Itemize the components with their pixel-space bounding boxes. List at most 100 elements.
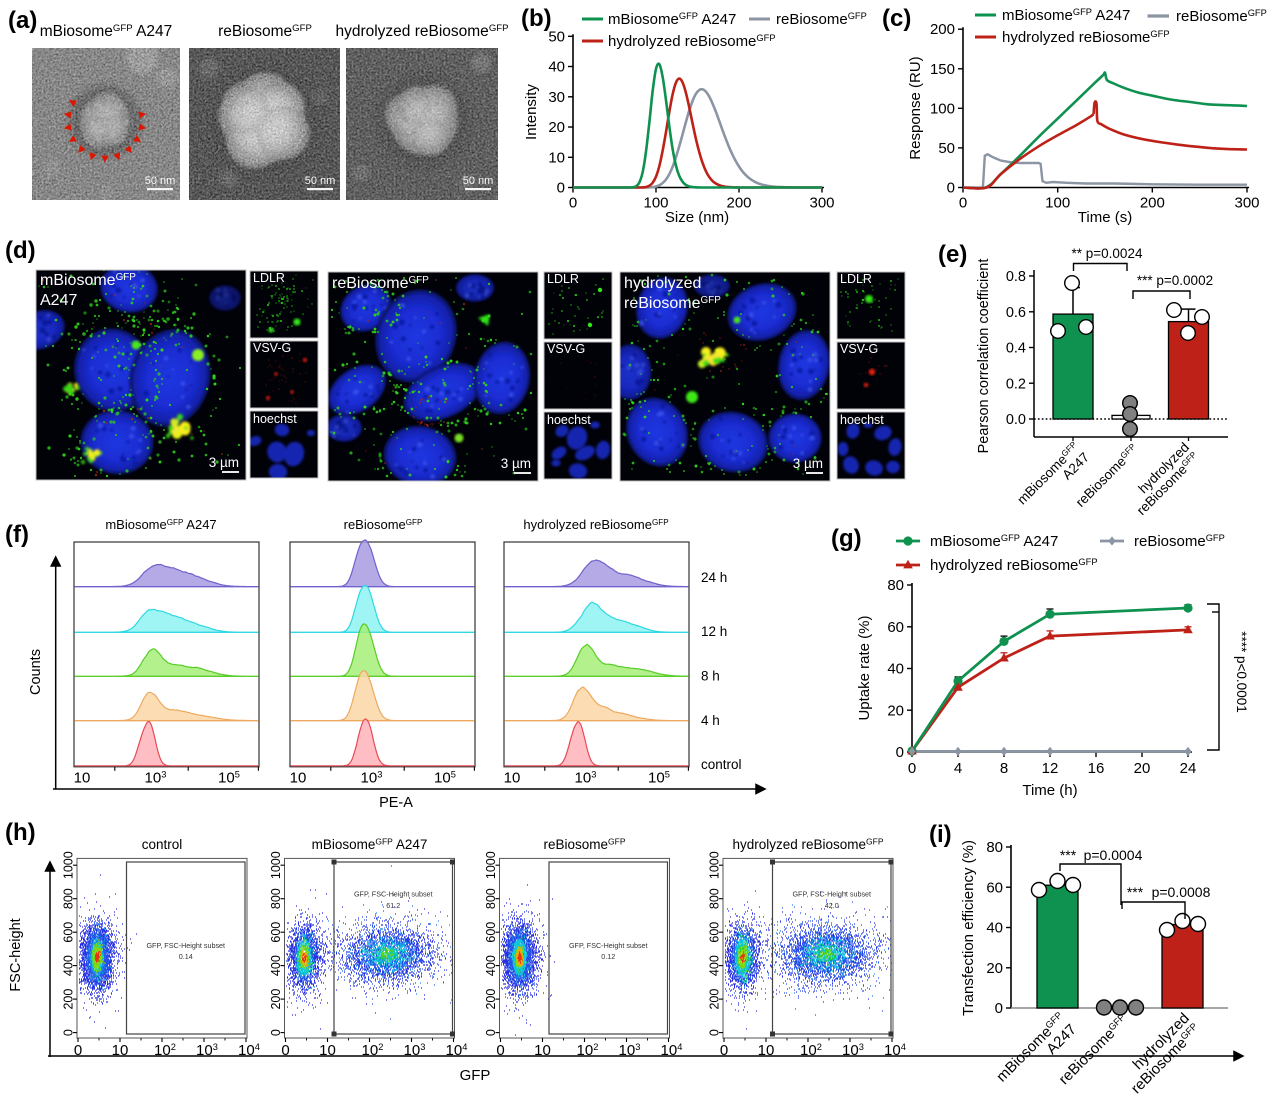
svg-text:reBiosomeGFP: reBiosomeGFP <box>543 837 625 852</box>
svg-text:1000: 1000 <box>269 851 283 879</box>
svg-text:hydrolyzed reBiosomeGFP: hydrolyzed reBiosomeGFP <box>1002 29 1170 46</box>
svg-text:0: 0 <box>74 1042 82 1059</box>
svg-text:0.4: 0.4 <box>1006 341 1026 357</box>
svg-text:hydrolyzed reBiosomeGFP: hydrolyzed reBiosomeGFP <box>335 23 508 40</box>
svg-text:104: 104 <box>238 1042 260 1059</box>
svg-text:103: 103 <box>196 1042 218 1059</box>
svg-text:800: 800 <box>708 888 722 909</box>
svg-text:10: 10 <box>534 1042 551 1059</box>
svg-text:LDLR: LDLR <box>253 271 285 285</box>
svg-text:1000: 1000 <box>62 851 76 879</box>
svg-text:10: 10 <box>290 769 307 786</box>
svg-text:(d): (d) <box>5 237 36 264</box>
svg-text:20: 20 <box>986 960 1003 977</box>
svg-text:0: 0 <box>281 1042 289 1059</box>
svg-text:0.12: 0.12 <box>601 952 615 961</box>
svg-text:0: 0 <box>269 1029 283 1036</box>
svg-text:0: 0 <box>947 180 955 197</box>
svg-text:VSV-G: VSV-G <box>253 341 291 355</box>
svg-text:3 µm: 3 µm <box>793 456 823 471</box>
svg-text:0.6: 0.6 <box>1006 305 1026 321</box>
svg-text:40: 40 <box>887 661 904 678</box>
svg-text:400: 400 <box>708 955 722 976</box>
svg-text:***: *** <box>1127 884 1144 900</box>
svg-text:50 nm: 50 nm <box>463 175 494 187</box>
svg-text:hoechst: hoechst <box>840 413 884 427</box>
svg-text:(f): (f) <box>5 521 29 548</box>
svg-text:p=0.0004: p=0.0004 <box>1084 847 1143 863</box>
svg-text:10: 10 <box>504 769 521 786</box>
svg-text:A247: A247 <box>40 292 77 309</box>
svg-text:VSV-G: VSV-G <box>547 342 585 356</box>
svg-text:Counts: Counts <box>28 649 44 695</box>
svg-text:12 h: 12 h <box>701 624 727 639</box>
svg-text:reBiosomeGFP: reBiosomeGFP <box>344 517 423 532</box>
svg-text:105: 105 <box>218 769 240 786</box>
svg-text:0.8: 0.8 <box>1006 269 1026 285</box>
svg-text:reBiosomeGFP: reBiosomeGFP <box>776 11 867 28</box>
svg-text:GFP, FSC-Height subset: GFP, FSC-Height subset <box>354 890 433 899</box>
svg-text:mBiosomeGFP A247: mBiosomeGFP A247 <box>1002 7 1130 24</box>
svg-text:hydrolyzed reBiosomeGFP: hydrolyzed reBiosomeGFP <box>523 517 668 532</box>
svg-text:800: 800 <box>484 888 498 909</box>
svg-text:GFP: GFP <box>460 1067 491 1084</box>
svg-text:hydrolyzed reBiosomeGFP: hydrolyzed reBiosomeGFP <box>732 837 883 852</box>
svg-text:hoechst: hoechst <box>253 412 297 426</box>
svg-text:10: 10 <box>319 1042 336 1059</box>
svg-text:mBiosomeGFP A247: mBiosomeGFP A247 <box>608 11 736 28</box>
svg-text:80: 80 <box>986 839 1003 856</box>
svg-text:102: 102 <box>362 1042 384 1059</box>
svg-text:30: 30 <box>548 89 565 106</box>
svg-text:(a): (a) <box>8 7 37 34</box>
svg-text:104: 104 <box>446 1042 468 1059</box>
svg-text:50: 50 <box>548 28 565 45</box>
svg-text:8: 8 <box>1000 760 1008 777</box>
svg-text:(b): (b) <box>521 5 552 32</box>
svg-text:p=0.0008: p=0.0008 <box>1152 884 1211 900</box>
svg-text:3 µm: 3 µm <box>209 455 239 470</box>
svg-text:61.2: 61.2 <box>386 901 400 910</box>
svg-text:GFP, FSC-Height subset: GFP, FSC-Height subset <box>569 941 648 950</box>
svg-text:200: 200 <box>1140 195 1165 212</box>
svg-text:reBiosomeGFP: reBiosomeGFP <box>624 295 721 312</box>
svg-text:0: 0 <box>496 1042 504 1059</box>
svg-text:100: 100 <box>930 100 955 117</box>
svg-text:**** p<0.0001: **** p<0.0001 <box>1234 631 1249 712</box>
svg-text:0: 0 <box>557 180 565 197</box>
svg-text:800: 800 <box>269 888 283 909</box>
svg-text:200: 200 <box>708 989 722 1010</box>
svg-text:GFP, FSC-Height subset: GFP, FSC-Height subset <box>792 890 871 899</box>
svg-text:GFP, FSC-Height subset: GFP, FSC-Height subset <box>146 941 225 950</box>
svg-text:103: 103 <box>619 1042 641 1059</box>
svg-text:hydrolyzed: hydrolyzed <box>624 275 701 292</box>
svg-text:mBiosomeGFP: mBiosomeGFP <box>40 272 136 289</box>
svg-text:reBiosomeGFP: reBiosomeGFP <box>218 23 312 40</box>
svg-text:400: 400 <box>269 955 283 976</box>
svg-text:600: 600 <box>484 922 498 943</box>
svg-text:Response (RU): Response (RU) <box>907 56 924 159</box>
svg-text:Size (nm): Size (nm) <box>665 209 729 226</box>
svg-text:20: 20 <box>548 119 565 136</box>
svg-text:10: 10 <box>548 149 565 166</box>
svg-text:Time (h): Time (h) <box>1022 782 1077 799</box>
svg-text:(h): (h) <box>5 819 36 846</box>
svg-text:300: 300 <box>809 195 834 212</box>
svg-text:mBiosomeGFP A247: mBiosomeGFP A247 <box>105 517 216 532</box>
svg-text:24: 24 <box>1180 760 1197 777</box>
svg-text:600: 600 <box>62 922 76 943</box>
svg-text:24 h: 24 h <box>701 570 727 585</box>
svg-text:102: 102 <box>800 1042 822 1059</box>
svg-text:Time (s): Time (s) <box>1078 209 1132 226</box>
svg-text:50 nm: 50 nm <box>145 175 176 187</box>
svg-text:** p=0.0024: ** p=0.0024 <box>1072 246 1143 261</box>
svg-text:4 h: 4 h <box>701 713 720 728</box>
svg-text:12: 12 <box>1042 760 1059 777</box>
svg-text:Transfection efficiency (%): Transfection efficiency (%) <box>960 840 977 1016</box>
svg-text:400: 400 <box>62 955 76 976</box>
svg-text:600: 600 <box>708 922 722 943</box>
svg-text:Uptake rate (%): Uptake rate (%) <box>856 615 873 720</box>
svg-text:60: 60 <box>986 879 1003 896</box>
svg-text:control: control <box>701 757 742 772</box>
svg-text:10: 10 <box>74 769 91 786</box>
svg-text:mBiosomeGFP A247: mBiosomeGFP A247 <box>40 23 173 40</box>
